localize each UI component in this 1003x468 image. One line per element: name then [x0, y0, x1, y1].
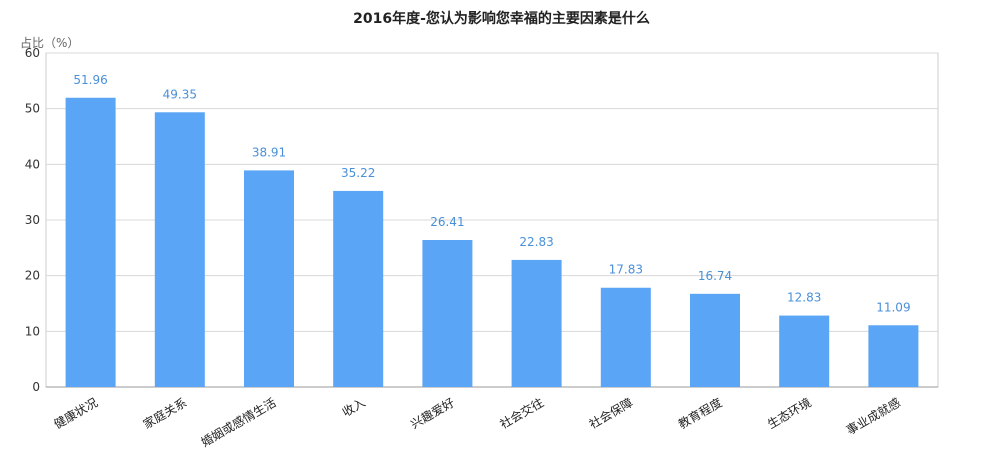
value-label-9: 11.09	[876, 300, 910, 314]
bar-4	[422, 239, 473, 387]
value-label-0: 51.96	[73, 73, 107, 87]
bar-1	[154, 112, 205, 387]
value-label-4: 26.41	[430, 215, 464, 229]
x-tick-label-5: 社会交往	[497, 395, 546, 432]
x-tick-label-4: 兴趣爱好	[408, 395, 457, 432]
value-label-6: 17.83	[609, 263, 643, 277]
x-tick-label-2: 婚姻或感情生活	[198, 395, 278, 450]
chart-title: 2016年度-您认为影响您幸福的主要因素是什么	[353, 11, 650, 27]
y-tick-label-60: 60	[25, 46, 40, 60]
bar-7	[690, 293, 740, 387]
y-tick-label-40: 40	[25, 157, 40, 171]
value-label-3: 35.22	[341, 166, 375, 180]
y-tick-label-0: 0	[32, 380, 40, 394]
bar-3	[333, 190, 384, 387]
y-axis-label: 占比（%）	[20, 36, 80, 50]
bar-8	[779, 315, 830, 387]
x-tick-label-8: 生态环境	[765, 395, 814, 432]
value-label-1: 49.35	[163, 87, 197, 101]
bar-6	[600, 287, 651, 387]
bar-9	[868, 325, 919, 387]
y-tick-label-20: 20	[25, 269, 40, 283]
bar-2	[244, 170, 294, 387]
x-tick-label-6: 社会保障	[586, 395, 635, 432]
value-label-8: 12.83	[787, 291, 821, 305]
y-tick-label-30: 30	[25, 213, 40, 227]
x-tick-label-3: 收入	[340, 395, 368, 419]
value-label-2: 38.91	[252, 145, 286, 159]
y-tick-label-10: 10	[25, 324, 40, 338]
x-tick-label-0: 健康状况	[51, 395, 100, 432]
x-tick-label-1: 家庭关系	[140, 395, 189, 432]
bar-0	[65, 97, 116, 388]
bar-5	[511, 259, 562, 387]
value-label-7: 16.74	[698, 269, 732, 283]
x-tick-label-9: 事业成就感	[843, 395, 902, 438]
value-label-5: 22.83	[519, 235, 553, 249]
y-tick-label-50: 50	[25, 102, 40, 116]
x-tick-label-7: 教育程度	[675, 395, 724, 432]
